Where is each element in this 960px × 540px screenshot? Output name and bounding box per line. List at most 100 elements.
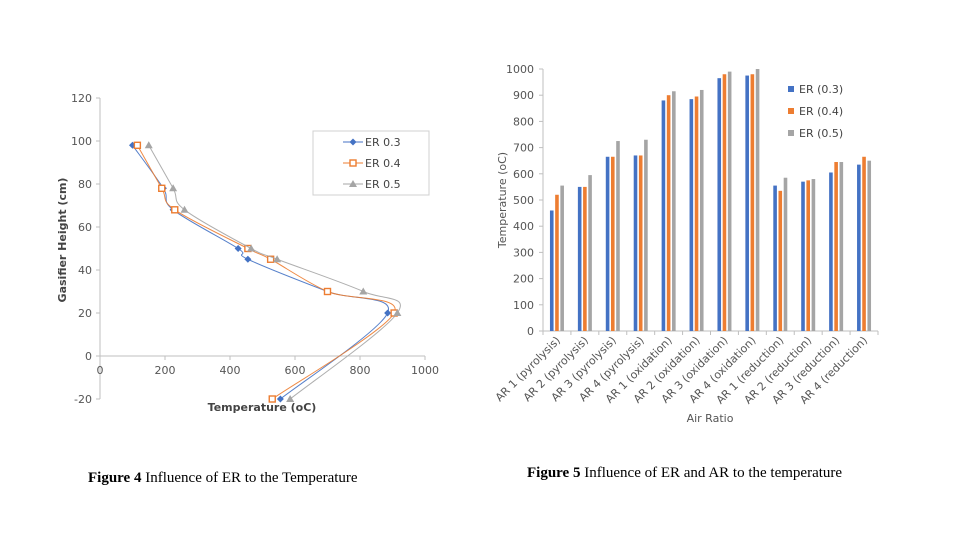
figure-4-caption: Figure 4 Influence of ER to the Temperat… [88, 470, 358, 487]
fig4-x-tick-label: 200 [155, 364, 176, 377]
fig5-y-tick-label: 0 [527, 325, 534, 338]
fig5-legend-label: ER (0.4) [799, 105, 843, 118]
fig5-y-tick-label: 200 [513, 273, 534, 286]
fig5-bar [745, 75, 749, 331]
fig4-y-tick-label: -20 [74, 393, 92, 406]
fig4-y-tick-label: 0 [85, 350, 92, 363]
fig5-bar [801, 181, 805, 331]
fig5-bar [644, 139, 648, 331]
fig4-data-point [276, 395, 284, 403]
fig5-legend-label: ER (0.5) [799, 127, 843, 140]
fig4-y-tick-label: 20 [78, 307, 92, 320]
fig5-legend-swatch [788, 130, 794, 136]
fig4-y-tick-label: 120 [71, 92, 92, 105]
figure-4-caption-text: Influence of ER to the Temperature [141, 470, 358, 486]
fig5-bar [867, 160, 872, 331]
fig4-legend-swatch-marker [349, 138, 357, 146]
fig5-bar [829, 172, 833, 331]
fig5-bar [689, 99, 694, 331]
fig5-y-tick-label: 300 [513, 246, 534, 259]
fig5-bar [778, 190, 783, 331]
fig5-bar [806, 180, 811, 331]
fig4-legend-swatch-marker [349, 159, 357, 167]
fig5-bar [610, 156, 615, 331]
fig4-legend-label: ER 0.5 [365, 178, 401, 191]
fig4-data-point [359, 287, 368, 295]
fig4-y-tick-label: 80 [78, 178, 92, 191]
fig4-data-point [323, 287, 332, 296]
fig5-bar [661, 100, 666, 331]
fig4-data-point [286, 395, 295, 402]
fig4-data-point [180, 205, 189, 213]
fig4-data-point [273, 255, 282, 263]
fig5-bar [616, 141, 620, 331]
fig4-data-point [268, 395, 276, 403]
fig5-bar [857, 164, 861, 331]
fig5-y-tick-label: 600 [513, 168, 534, 181]
fig5-bar [633, 155, 638, 331]
fig5-bar [717, 78, 722, 331]
fig4-data-point [393, 309, 402, 316]
fig5-bar [839, 162, 844, 331]
fig4-data-point [384, 309, 392, 317]
fig5-legend-label: ER (0.3) [799, 83, 843, 96]
fig4-data-point [247, 244, 256, 252]
fig5-bar [583, 186, 587, 331]
fig5-y-tick-label: 900 [513, 89, 534, 102]
fig5-bar [555, 194, 559, 331]
fig4-y-tick-label: 60 [78, 221, 92, 234]
figure-5-caption-label: Figure 5 [527, 465, 581, 481]
fig5-y-tick-label: 800 [513, 115, 534, 128]
fig4-legend-label: ER 0.4 [365, 157, 401, 170]
fig4-data-point [133, 141, 142, 150]
fig5-bar [549, 210, 554, 331]
fig4-data-point [234, 245, 242, 252]
fig5-bar [862, 156, 866, 331]
fig5-bar [605, 156, 610, 331]
fig4-y-tick-label: 40 [78, 264, 92, 277]
figure-4-caption-label: Figure 4 [88, 470, 142, 486]
fig5-y-tick-label: 500 [513, 194, 534, 207]
fig5-bar [783, 177, 788, 331]
fig4-x-tick-label: 800 [350, 364, 371, 377]
fig4-data-point [171, 206, 179, 214]
fig5-legend-swatch [788, 108, 794, 114]
fig4-x-tick-label: 0 [97, 364, 104, 377]
fig5-bar [773, 185, 777, 331]
fig5-y-tick-label: 400 [513, 220, 534, 233]
fig5-bar [755, 69, 760, 331]
fig4-x-tick-label: 1000 [411, 364, 439, 377]
fig5-bar [560, 185, 564, 331]
fig5-bar [666, 95, 671, 331]
fig4-data-point [169, 184, 178, 192]
fig5-y-axis-title: Temperature (oC) [496, 152, 509, 249]
fig4-data-point [244, 255, 252, 263]
fig4-data-point [144, 141, 153, 149]
fig5-bar [638, 155, 643, 331]
fig5-bar [834, 162, 838, 331]
fig5-bar [811, 179, 816, 331]
fig4-data-point [158, 184, 166, 193]
figure-5-caption: Figure 5 Influence of ER and AR to the t… [527, 465, 842, 482]
fig4-x-axis-title: Temperature (oC) [208, 401, 317, 414]
fig4-legend-swatch-marker [349, 180, 357, 187]
fig5-legend-swatch [788, 86, 794, 92]
fig4-x-tick-label: 400 [220, 364, 241, 377]
fig5-bar [694, 96, 699, 331]
fig5-bar [588, 175, 592, 331]
fig4-data-point [266, 255, 275, 263]
fig4-x-tick-label: 600 [285, 364, 306, 377]
fig5-x-axis-title: Air Ratio [687, 412, 734, 425]
fig4-y-axis-title: Gasifier Height (cm) [56, 178, 69, 303]
fig4-legend-label: ER 0.3 [365, 136, 401, 149]
fig5-bar [727, 71, 732, 332]
fig5-bar [577, 186, 582, 331]
fig5-y-tick-label: 1000 [506, 63, 534, 76]
fig4-y-tick-label: 100 [71, 135, 92, 148]
fig5-bar [722, 74, 727, 332]
fig5-bar [699, 89, 704, 332]
fig5-bar [672, 91, 676, 332]
figure-5-caption-text: Influence of ER and AR to the temperatur… [580, 465, 843, 481]
